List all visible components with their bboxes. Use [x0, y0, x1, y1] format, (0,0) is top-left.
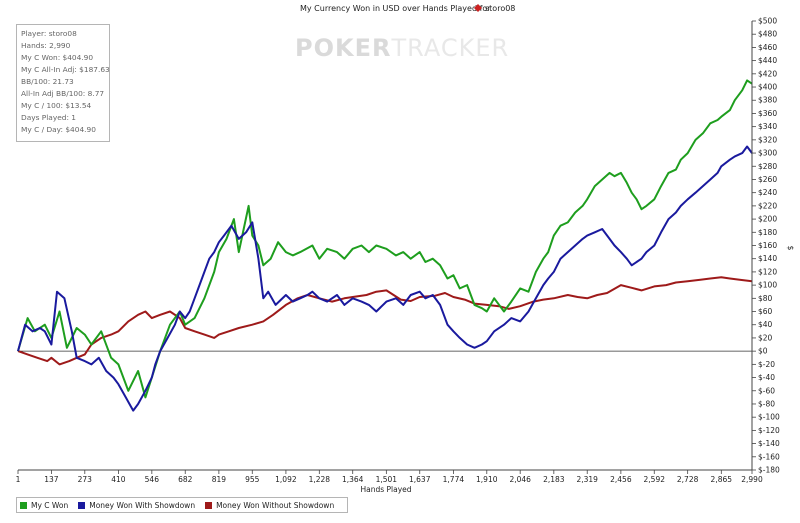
legend-swatch: [78, 501, 86, 509]
y-tick-label: $-140: [758, 439, 780, 448]
y-tick-label: $360: [758, 109, 777, 118]
y-tick-label: $280: [758, 162, 777, 171]
player-icon: [474, 4, 482, 12]
stats-per-day: My C / Day: $404.90: [21, 125, 96, 134]
y-tick-label: $-180: [758, 466, 780, 475]
y-tick-label: $340: [758, 122, 777, 131]
x-tick-label: 273: [78, 475, 93, 484]
y-tick-label: $-80: [758, 399, 775, 408]
x-tick-label: 1,637: [409, 475, 431, 484]
y-tick-label: $420: [758, 69, 777, 78]
y-tick-label: $-100: [758, 413, 780, 422]
y-tick-label: $140: [758, 254, 777, 263]
watermark-light: TRACKER: [391, 34, 510, 62]
y-tick-label: $-120: [758, 426, 780, 435]
y-tick-label: $240: [758, 188, 777, 197]
x-tick-label: 955: [245, 475, 260, 484]
legend-swatch: [205, 501, 213, 509]
legend-label: Money Won With Showdown: [89, 500, 196, 510]
y-tick-label: $-40: [758, 373, 775, 382]
x-tick-label: 682: [178, 475, 193, 484]
x-tick-label: 1,092: [275, 475, 297, 484]
legend-swatch: [20, 501, 27, 509]
y-tick-label: $320: [758, 135, 777, 144]
y-tick-label: $120: [758, 267, 777, 276]
y-tick-label: $460: [758, 43, 777, 52]
y-tick-label: $480: [758, 30, 777, 39]
legend-item-showdown[interactable]: Money Won With Showdown: [78, 501, 195, 510]
legend-item-my-c-won[interactable]: My C Won: [20, 501, 68, 510]
x-axis-label: Hands Played: [360, 485, 411, 494]
series-line-my-c-won: [17, 79, 753, 399]
series-line-without-showdown: [17, 276, 753, 366]
y-tick-label: $440: [758, 56, 777, 65]
y-axis-label: $: [786, 246, 795, 251]
watermark-logo: POKERTRACKER: [295, 34, 509, 62]
chart-title-player: storo08: [485, 4, 515, 13]
chart-title: My Currency Won in USD over Hands Played…: [300, 4, 491, 13]
stats-per-100: My C / 100: $13.54: [21, 101, 92, 110]
y-tick-label: $-160: [758, 452, 780, 461]
y-tick-label: $400: [758, 83, 777, 92]
x-tick-label: 2,319: [576, 475, 598, 484]
x-tick-label: 1,910: [476, 475, 498, 484]
y-tick-label: $0: [758, 347, 768, 356]
x-tick-label: 2,728: [677, 475, 699, 484]
legend-label: My C Won: [31, 500, 69, 510]
stats-days-played: Days Played: 1: [21, 113, 76, 122]
x-tick-label: 1,774: [443, 475, 465, 484]
y-tick-label: $-60: [758, 386, 775, 395]
x-axis: 1 137 273 410 546 682 819 955 1,092 1,228 1,364 1,5…: [16, 469, 763, 484]
x-tick-label: 819: [212, 475, 227, 484]
stats-allin-bb100: All-In Adj BB/100: 8.77: [21, 89, 105, 98]
series-line-with-showdown: [17, 145, 753, 412]
stats-panel: Player: storo08 Hands: 2,990 My C Won: $…: [16, 24, 110, 142]
y-tick-label: $200: [758, 215, 777, 224]
y-tick-label: $500: [758, 17, 777, 26]
y-tick-label: $20: [758, 333, 773, 342]
x-tick-label: 2,183: [543, 475, 565, 484]
y-tick-label: $40: [758, 320, 773, 329]
stats-bb100: BB/100: 21.73: [21, 77, 74, 86]
x-tick-label: 1,228: [309, 475, 331, 484]
stats-won: My C Won: $404.90: [21, 53, 94, 62]
legend-label: Money Won Without Showdown: [216, 500, 335, 510]
y-tick-label: $80: [758, 294, 773, 303]
y-tick-label: $180: [758, 228, 777, 237]
y-tick-label: $-20: [758, 360, 775, 369]
x-tick-label: 2,592: [644, 475, 666, 484]
x-tick-label: 137: [44, 475, 59, 484]
x-tick-label: 546: [145, 475, 160, 484]
chart-legend: My C Won Money Won With Showdown Money W…: [16, 497, 349, 513]
y-tick-label: $380: [758, 96, 777, 105]
legend-item-non-showdown[interactable]: Money Won Without Showdown: [205, 501, 334, 510]
x-tick-label: 1: [16, 475, 21, 484]
stats-allin-adj: My C All-In Adj: $187.63: [21, 65, 110, 74]
x-tick-label: 1,364: [342, 475, 364, 484]
y-tick-label: $220: [758, 201, 777, 210]
y-axis: $500 $480 $460 $440 $420 $400 $380 $360 $340 $320…: [751, 17, 780, 475]
chart-title-text: My Currency Won in USD over Hands Played…: [300, 4, 491, 13]
stats-player: Player: storo08: [21, 29, 77, 38]
x-tick-label: 2,990: [741, 475, 763, 484]
y-tick-label: $300: [758, 149, 777, 158]
x-tick-label: 2,456: [610, 475, 632, 484]
y-tick-label: $260: [758, 175, 777, 184]
y-tick-label: $100: [758, 281, 777, 290]
stats-hands: Hands: 2,990: [21, 41, 71, 50]
x-tick-label: 2,865: [711, 475, 733, 484]
x-tick-label: 2,046: [509, 475, 531, 484]
y-tick-label: $160: [758, 241, 777, 250]
x-tick-label: 1,501: [376, 475, 398, 484]
y-tick-label: $60: [758, 307, 773, 316]
x-tick-label: 410: [111, 475, 126, 484]
plot-area: [17, 79, 753, 412]
watermark-bold: POKER: [295, 34, 392, 62]
